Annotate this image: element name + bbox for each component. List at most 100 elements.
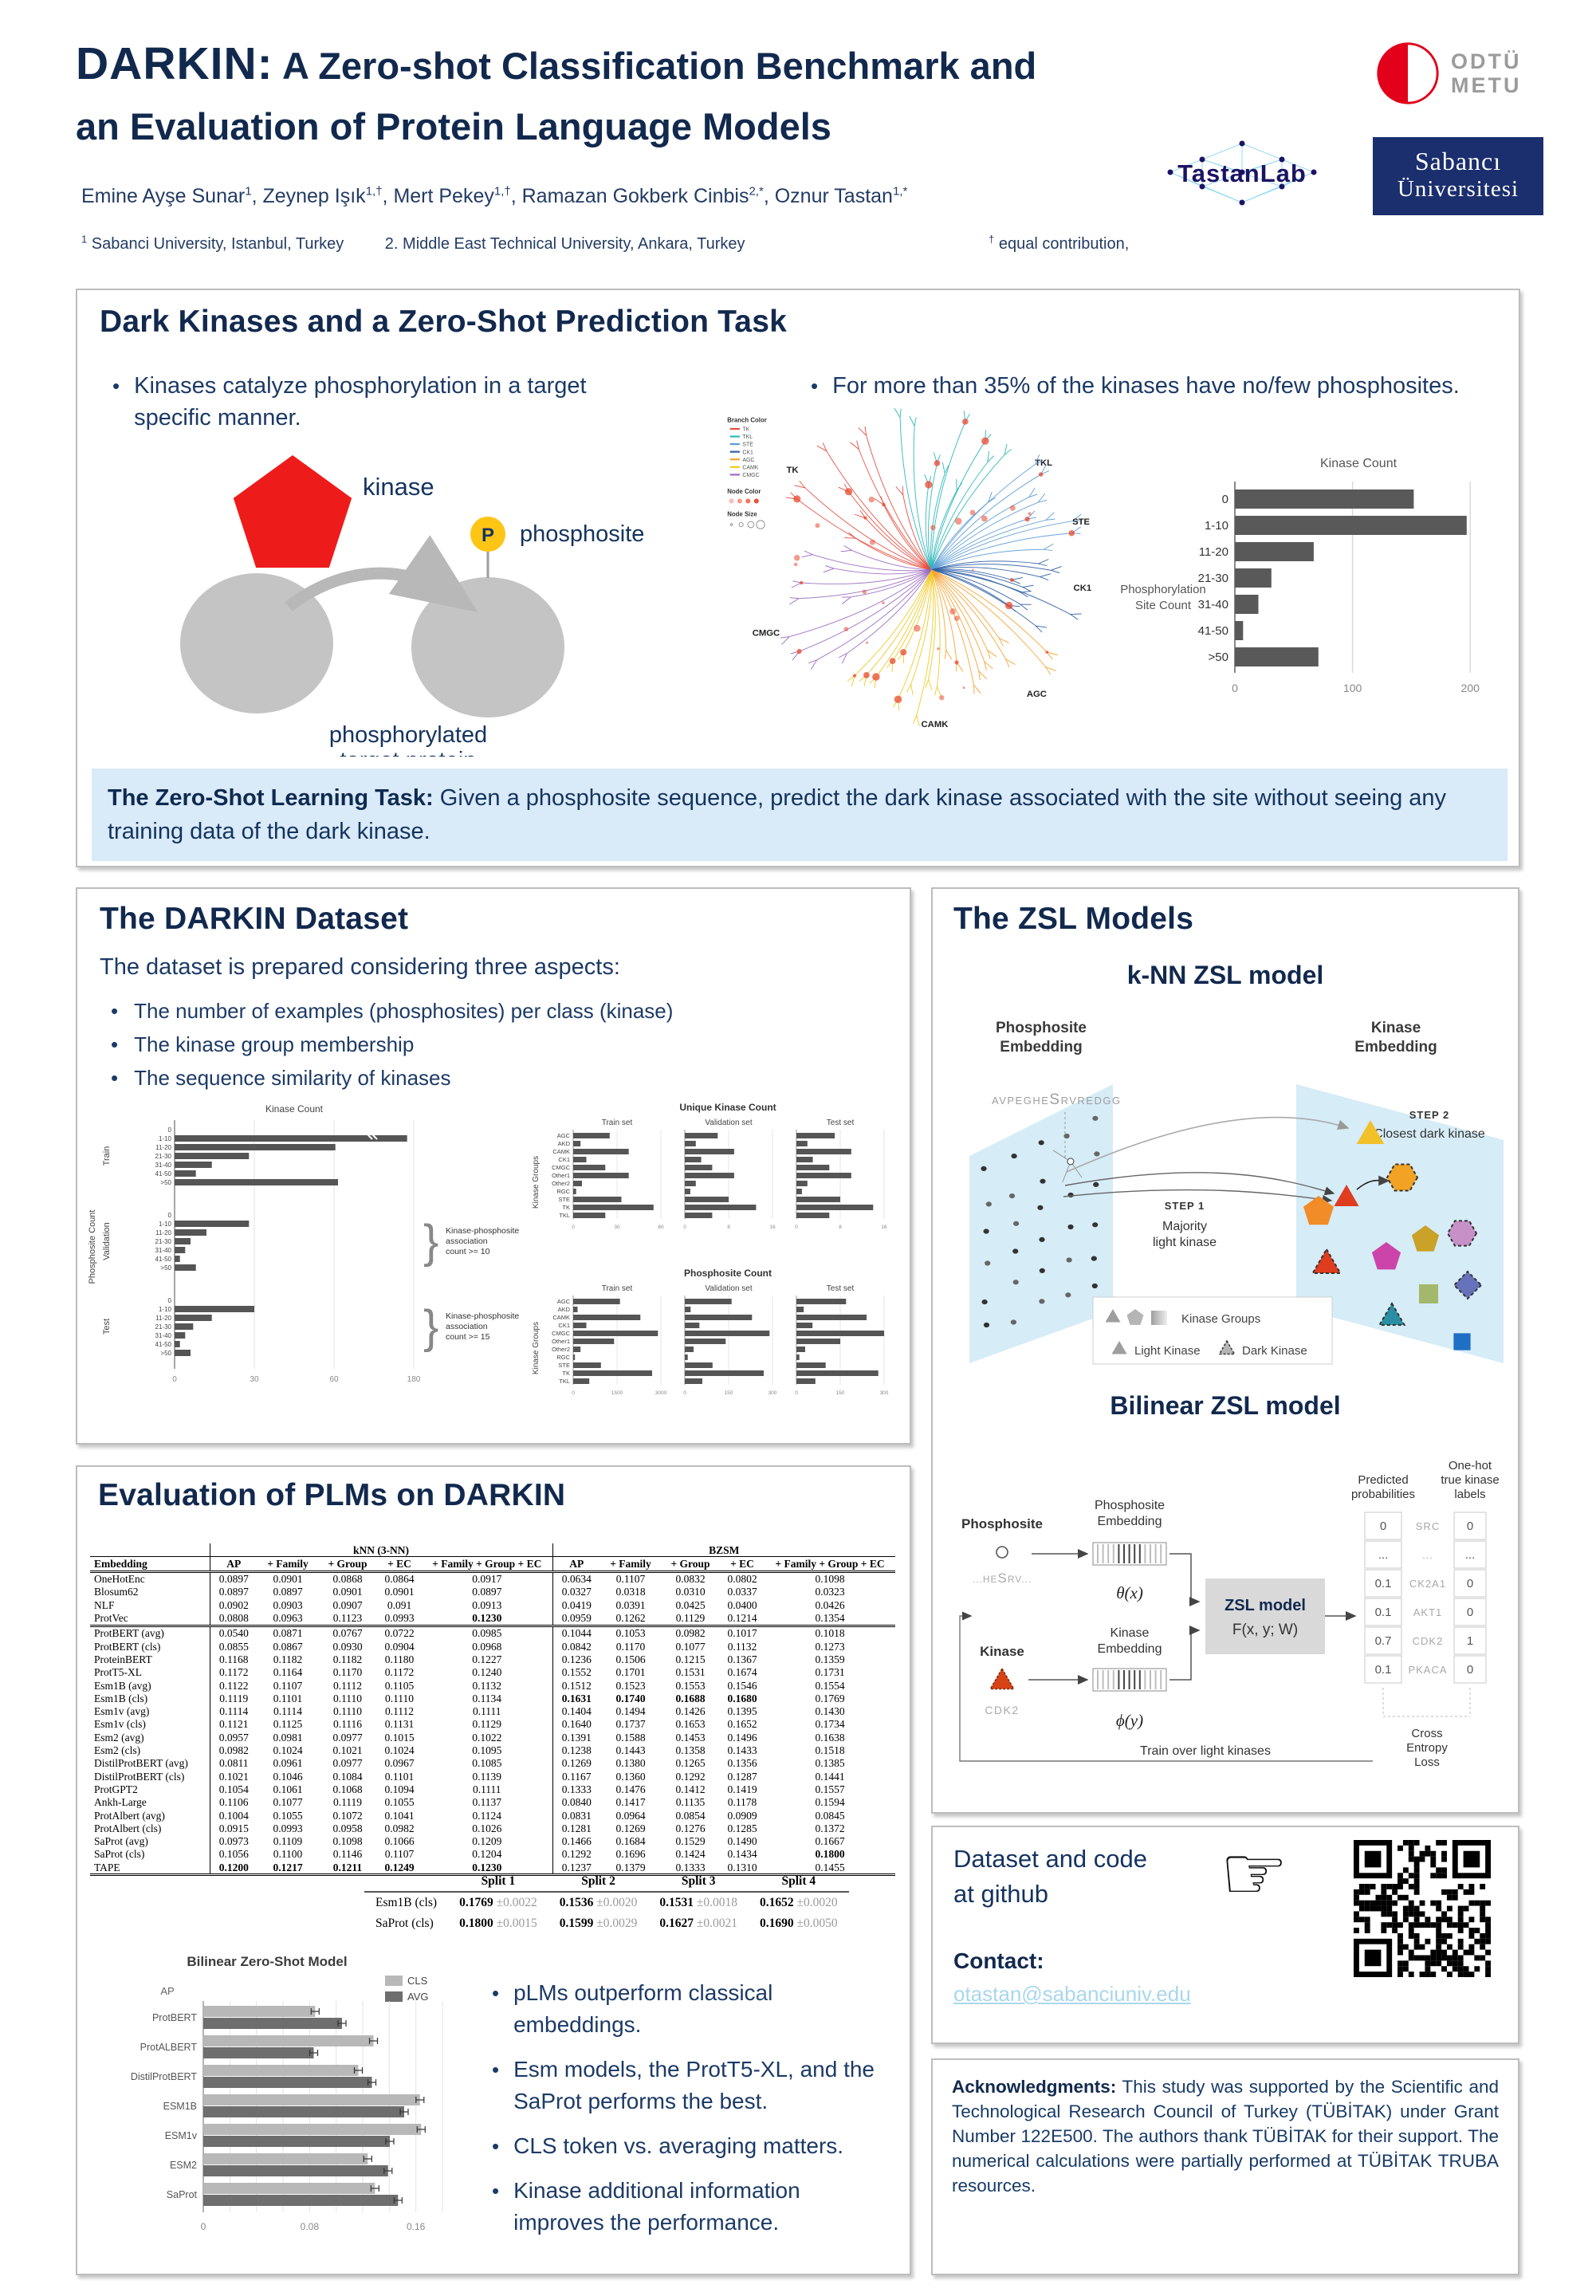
feedback-loop bbox=[959, 1611, 1373, 1762]
tree-node bbox=[872, 673, 880, 681]
table-cell: 0.1084 bbox=[332, 1770, 363, 1783]
td: SaProt (cls) bbox=[375, 1917, 434, 1930]
qr-module bbox=[1402, 1878, 1409, 1885]
tree-twig bbox=[848, 532, 856, 539]
table-cell: 0.1217 bbox=[257, 1861, 318, 1877]
neighbor-link bbox=[1062, 1161, 1071, 1183]
qr-module bbox=[1392, 1928, 1398, 1933]
tree-branch bbox=[812, 554, 932, 572]
prob-cell bbox=[1364, 1540, 1402, 1569]
tree-twig bbox=[945, 650, 953, 660]
tree-twig bbox=[1028, 487, 1036, 497]
table-row: ProtGPT2 0.1054 0.1061 0.1068 0.1094 0.1111 0.… bbox=[90, 1783, 895, 1796]
embedding-dot bbox=[1039, 1236, 1045, 1242]
tree-twig bbox=[1038, 499, 1048, 503]
qr-module bbox=[1413, 1955, 1420, 1961]
bar bbox=[796, 1307, 804, 1312]
table-cell: 0.1132 bbox=[727, 1640, 757, 1653]
table-cell: 0.1129 bbox=[661, 1611, 720, 1627]
table-cell: 0.0913 bbox=[472, 1598, 502, 1611]
tree-branch bbox=[892, 569, 932, 662]
bar bbox=[573, 1315, 641, 1320]
qr-module bbox=[1419, 1900, 1425, 1906]
tspan: ...HE bbox=[973, 1574, 998, 1585]
chart-text: Phosphosite Count bbox=[684, 1268, 772, 1279]
tree-node bbox=[981, 437, 989, 445]
tree-branch bbox=[902, 494, 932, 570]
qr-module bbox=[1386, 1900, 1393, 1906]
td: ProtBERT (avg) bbox=[94, 1627, 164, 1640]
brace: } bbox=[423, 1301, 438, 1353]
qr-module bbox=[1468, 1889, 1475, 1895]
table-cell: 0.0985 bbox=[472, 1627, 502, 1640]
qr-module bbox=[1381, 1928, 1387, 1933]
chart-text: Bilinear Zero-Shot Model bbox=[187, 1954, 347, 1969]
table-cell: 0.1180 bbox=[384, 1653, 415, 1665]
table-cell: 0.0982 bbox=[384, 1822, 415, 1834]
annotation-text: Kinase-phosphosite bbox=[446, 1226, 519, 1236]
affiliation-3: † equal contribution, bbox=[989, 233, 1129, 253]
chart-text: Other1 bbox=[552, 1172, 570, 1179]
span: 0.1800 bbox=[459, 1917, 493, 1930]
table-cell: 0.0977 bbox=[332, 1731, 363, 1744]
table-cell: 0.0318 bbox=[615, 1586, 646, 1598]
kinase-class-label: CK2A1 bbox=[1409, 1578, 1446, 1590]
embedding-dot bbox=[1067, 1192, 1074, 1198]
tree-group-label: CAMK bbox=[922, 720, 949, 729]
qr-module bbox=[1441, 1955, 1447, 1961]
tree-twig bbox=[780, 636, 790, 639]
bar bbox=[573, 1157, 587, 1162]
qr-module bbox=[1441, 1873, 1447, 1879]
tree-twig bbox=[874, 498, 884, 505]
tspan: AVPEGHE bbox=[992, 1095, 1049, 1107]
qr-module bbox=[1408, 1955, 1414, 1961]
kinase-class-label: SRC bbox=[1416, 1520, 1440, 1532]
bar bbox=[685, 1378, 702, 1384]
qr-module bbox=[1436, 1932, 1442, 1939]
span: • bbox=[811, 374, 819, 398]
bar bbox=[573, 1354, 576, 1360]
tree-twig bbox=[1044, 543, 1054, 550]
div: ODTÜ bbox=[1451, 49, 1522, 73]
chart-text: 1-10 bbox=[1205, 519, 1228, 533]
circle bbox=[1279, 183, 1285, 190]
chart-text: 1-10 bbox=[159, 1135, 172, 1142]
legend-node bbox=[729, 498, 734, 504]
tree-node bbox=[1038, 472, 1044, 477]
tree-node bbox=[793, 562, 798, 567]
table-cell: 0.1004 bbox=[209, 1808, 257, 1822]
qr-module bbox=[1425, 1922, 1431, 1928]
tree-twig bbox=[1045, 666, 1056, 671]
qr-module bbox=[1386, 1905, 1393, 1912]
bullet-phosphosites: • For more than 35% of the kinases have n… bbox=[811, 370, 1496, 402]
contact-email-link[interactable]: otastan@sabanciuniv.edu bbox=[953, 1982, 1191, 2006]
table-cell: 0.0982 bbox=[675, 1627, 706, 1640]
bar bbox=[203, 2136, 390, 2147]
qr-module bbox=[1430, 1960, 1437, 1967]
qr-module bbox=[1457, 1911, 1464, 1917]
table-row: Esm1B (avg) 0.1122 0.1107 0.1112 0.1105 0.113… bbox=[90, 1678, 895, 1693]
tree-branch bbox=[931, 569, 1009, 606]
qr-module bbox=[1397, 1878, 1403, 1885]
bar bbox=[685, 1173, 734, 1178]
table-cell: 0.1021 bbox=[332, 1744, 363, 1757]
tree-twig bbox=[1044, 548, 1053, 552]
qr-module bbox=[1364, 1884, 1370, 1889]
qr-module bbox=[1480, 1917, 1486, 1923]
table-cell: 0.0864 bbox=[384, 1573, 415, 1586]
qr-module bbox=[1419, 1850, 1425, 1857]
knn-arrow-1 bbox=[1066, 1116, 1350, 1173]
tastanlab-logo-icon: TastanLab bbox=[1167, 140, 1317, 206]
table-cell: 0.1168 bbox=[209, 1653, 257, 1666]
qr-module bbox=[1364, 1905, 1370, 1912]
embedding-dot bbox=[1038, 1140, 1044, 1146]
td: Esm2 (avg) bbox=[94, 1731, 144, 1744]
sup: 1 bbox=[245, 185, 252, 199]
tree-branch bbox=[930, 501, 989, 570]
qr-module bbox=[1480, 1905, 1486, 1912]
tree-twig bbox=[1022, 587, 1032, 592]
span: • bbox=[111, 1032, 119, 1056]
qr-module bbox=[1392, 1922, 1398, 1928]
tree-branch bbox=[930, 569, 941, 687]
dataset-bullet: • The number of examples (phosphosites) p… bbox=[111, 997, 673, 1024]
